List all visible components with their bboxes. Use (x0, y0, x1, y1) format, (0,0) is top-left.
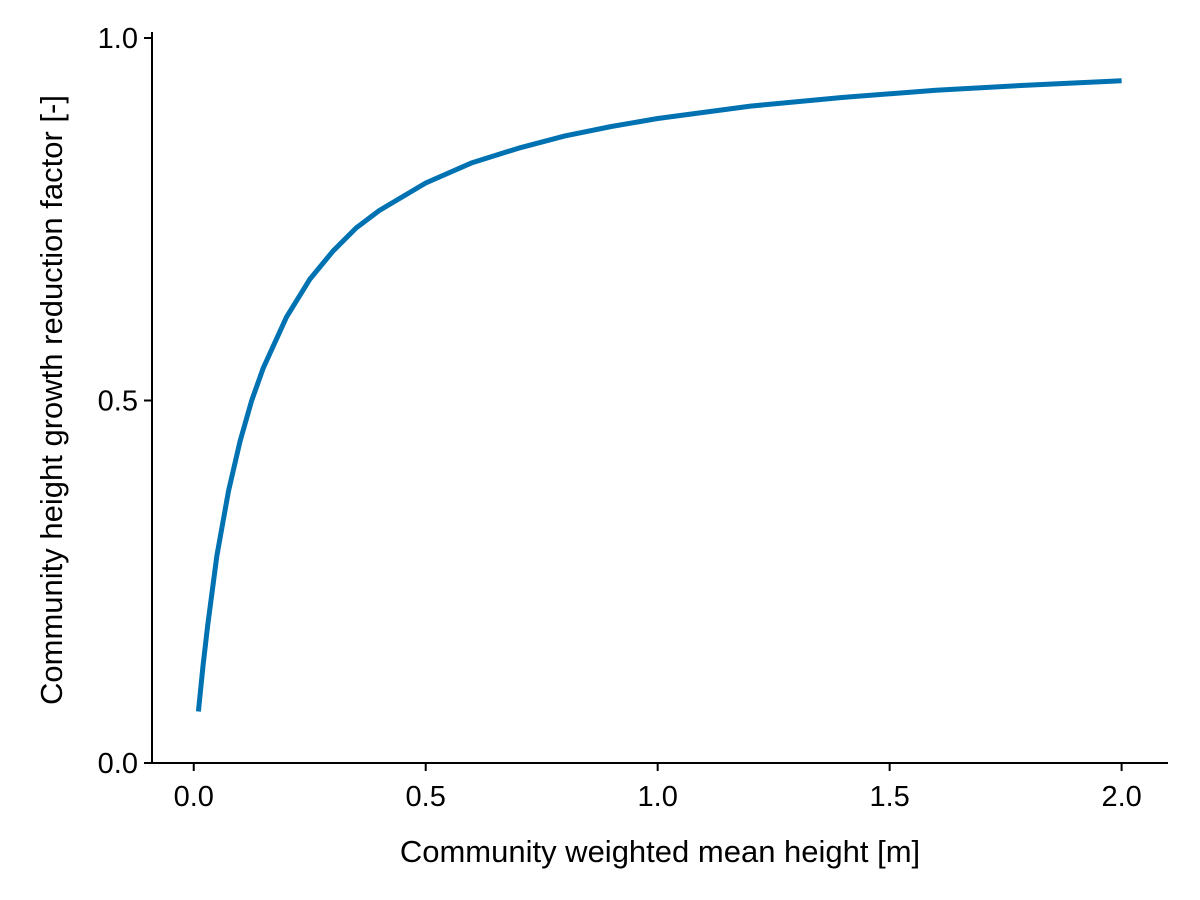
x-axis: 0.0 0.5 1.0 1.5 2.0 (152, 762, 1168, 813)
x-tick-label: 0.0 (174, 781, 214, 813)
y-tick-label: 0.5 (98, 386, 138, 418)
y-tick-label: 0.0 (98, 748, 138, 780)
y-axis-label: Community height growth reduction factor… (34, 95, 69, 705)
plot-area (195, 78, 1122, 712)
y-tick-label: 1.0 (98, 23, 138, 55)
series-line-0 (195, 78, 1122, 712)
x-tick-label: 0.5 (406, 781, 446, 813)
x-tick-label: 2.0 (1101, 781, 1141, 813)
x-tick-label: 1.0 (638, 781, 678, 813)
y-axis: 0.0 0.5 1.0 (98, 23, 153, 780)
x-axis-label: Community weighted mean height [m] (400, 834, 920, 869)
x-tick-label: 1.5 (869, 781, 909, 813)
